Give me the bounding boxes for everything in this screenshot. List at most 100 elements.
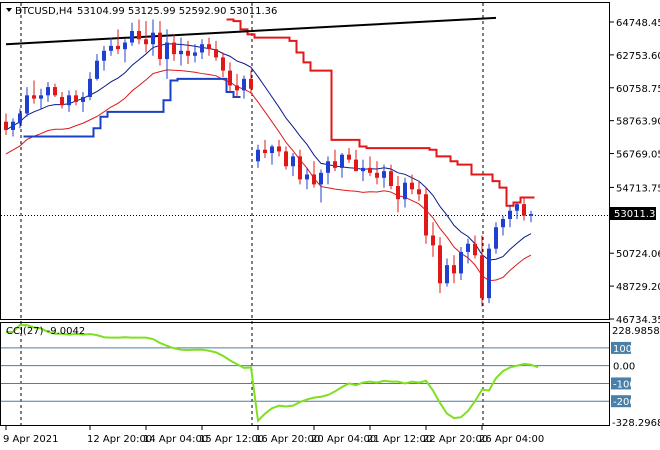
candle-body [298, 156, 302, 180]
time-tick-label: 15 Apr 12:00 [199, 434, 264, 445]
cci-line [6, 323, 539, 423]
candle-body [263, 149, 267, 154]
candle-body [389, 171, 393, 187]
candle-body [438, 245, 442, 284]
candle-body [18, 113, 22, 124]
candle-body [214, 49, 218, 58]
candle-body [459, 251, 463, 274]
candle-body [445, 265, 449, 284]
price-tick-label: 64748.45 [616, 18, 660, 29]
candle-body [256, 149, 260, 162]
cci-level-label: -100 [613, 379, 636, 390]
candle-body [88, 78, 92, 97]
time-tick-label: 12 Apr 20:00 [87, 434, 152, 445]
candle-body [382, 171, 386, 178]
price-axis: 64748.45 62753.60 60758.75 58763.90 56769.05… [610, 18, 660, 326]
candle-body [186, 50, 190, 56]
time-tick-label: 14 Apr 04:00 [143, 434, 208, 445]
candle-body [158, 32, 162, 60]
candle-body [200, 44, 204, 53]
cci-max-label: 228.9858 [612, 326, 660, 337]
candle-body [466, 243, 470, 252]
candle-body [74, 95, 78, 102]
candle-body [480, 255, 484, 299]
trend-line [5, 16, 497, 46]
candle-body [235, 85, 239, 91]
candle-body [109, 45, 113, 51]
candle-body [249, 78, 253, 89]
candle-body [403, 182, 407, 200]
envelope-line [5, 69, 532, 282]
candle-body [228, 70, 232, 86]
candle-body [368, 167, 372, 173]
price-tick-label: 46734.35 [616, 315, 660, 326]
price-tick-label: 58763.90 [616, 117, 660, 128]
price-tick-label: 50724.06 [616, 249, 660, 260]
price-tick-label: 56769.05 [616, 150, 660, 161]
candle-body [60, 96, 64, 106]
candle-body [193, 52, 197, 56]
candle-body [39, 95, 43, 99]
time-tick-label: 21 Apr 12:00 [367, 434, 432, 445]
price-tick-label: 54713.75 [616, 183, 660, 194]
candle-body [11, 121, 15, 130]
candle-body [494, 227, 498, 249]
candle-body [270, 146, 274, 154]
candle-body [305, 174, 309, 180]
candle-body [375, 172, 379, 178]
candle-body [123, 42, 127, 50]
time-tick-label: 22 Apr 20:00 [423, 434, 488, 445]
candle-body [130, 31, 134, 43]
price-tick-label: 60758.75 [616, 84, 660, 95]
current-price-label: 53011.36 [614, 209, 660, 220]
candle-body [151, 32, 155, 45]
candle-body [312, 174, 316, 185]
candle-body [452, 265, 456, 274]
dropdown-triangle-icon[interactable] [6, 8, 12, 12]
candle-body [508, 210, 512, 219]
current-price-marker-bg [610, 207, 656, 220]
candle-body [417, 189, 421, 195]
candle-body [361, 167, 365, 172]
candle-body [424, 194, 428, 236]
gridlines [1, 3, 609, 425]
candle-body [25, 95, 29, 114]
candle-body [137, 31, 141, 40]
candle-body [95, 60, 99, 79]
price-tick-label: 62753.60 [616, 51, 660, 62]
candle-body [347, 154, 351, 160]
candle-body [319, 172, 323, 185]
candle-body [473, 243, 477, 256]
candle-body [4, 121, 8, 130]
candle-body [172, 42, 176, 55]
candle-body [501, 218, 505, 228]
candle-body [144, 39, 148, 45]
candle-body [354, 159, 358, 172]
candle-body [277, 146, 281, 152]
ohlc-readout: 53104.99 53125.99 52592.90 53011.36 [77, 6, 277, 17]
cci-level-label: -200 [613, 397, 636, 408]
price-tick-label: 48729.20 [616, 282, 660, 293]
candle-body [291, 156, 295, 167]
time-tick-label: 16 Apr 20:00 [255, 434, 320, 445]
candle-body [165, 42, 169, 60]
candle-body [410, 182, 414, 190]
cci-level-badge [611, 395, 631, 408]
time-tick-label: 9 Apr 2021 [3, 434, 58, 445]
channel-upper-line [226, 18, 535, 207]
candle-body [340, 154, 344, 168]
candles [4, 19, 533, 307]
candle-body [396, 186, 400, 200]
moving-average-line [5, 43, 532, 261]
candle-body [32, 95, 36, 99]
candle-body [221, 57, 225, 71]
candle-body [116, 45, 120, 50]
candle-body [431, 235, 435, 246]
cci-panel-frame [0, 322, 610, 426]
candle-body [242, 78, 246, 91]
candle-body [333, 161, 337, 168]
candle-body [207, 44, 211, 50]
cci-label: CCI(27) -9.0042 [6, 326, 85, 337]
